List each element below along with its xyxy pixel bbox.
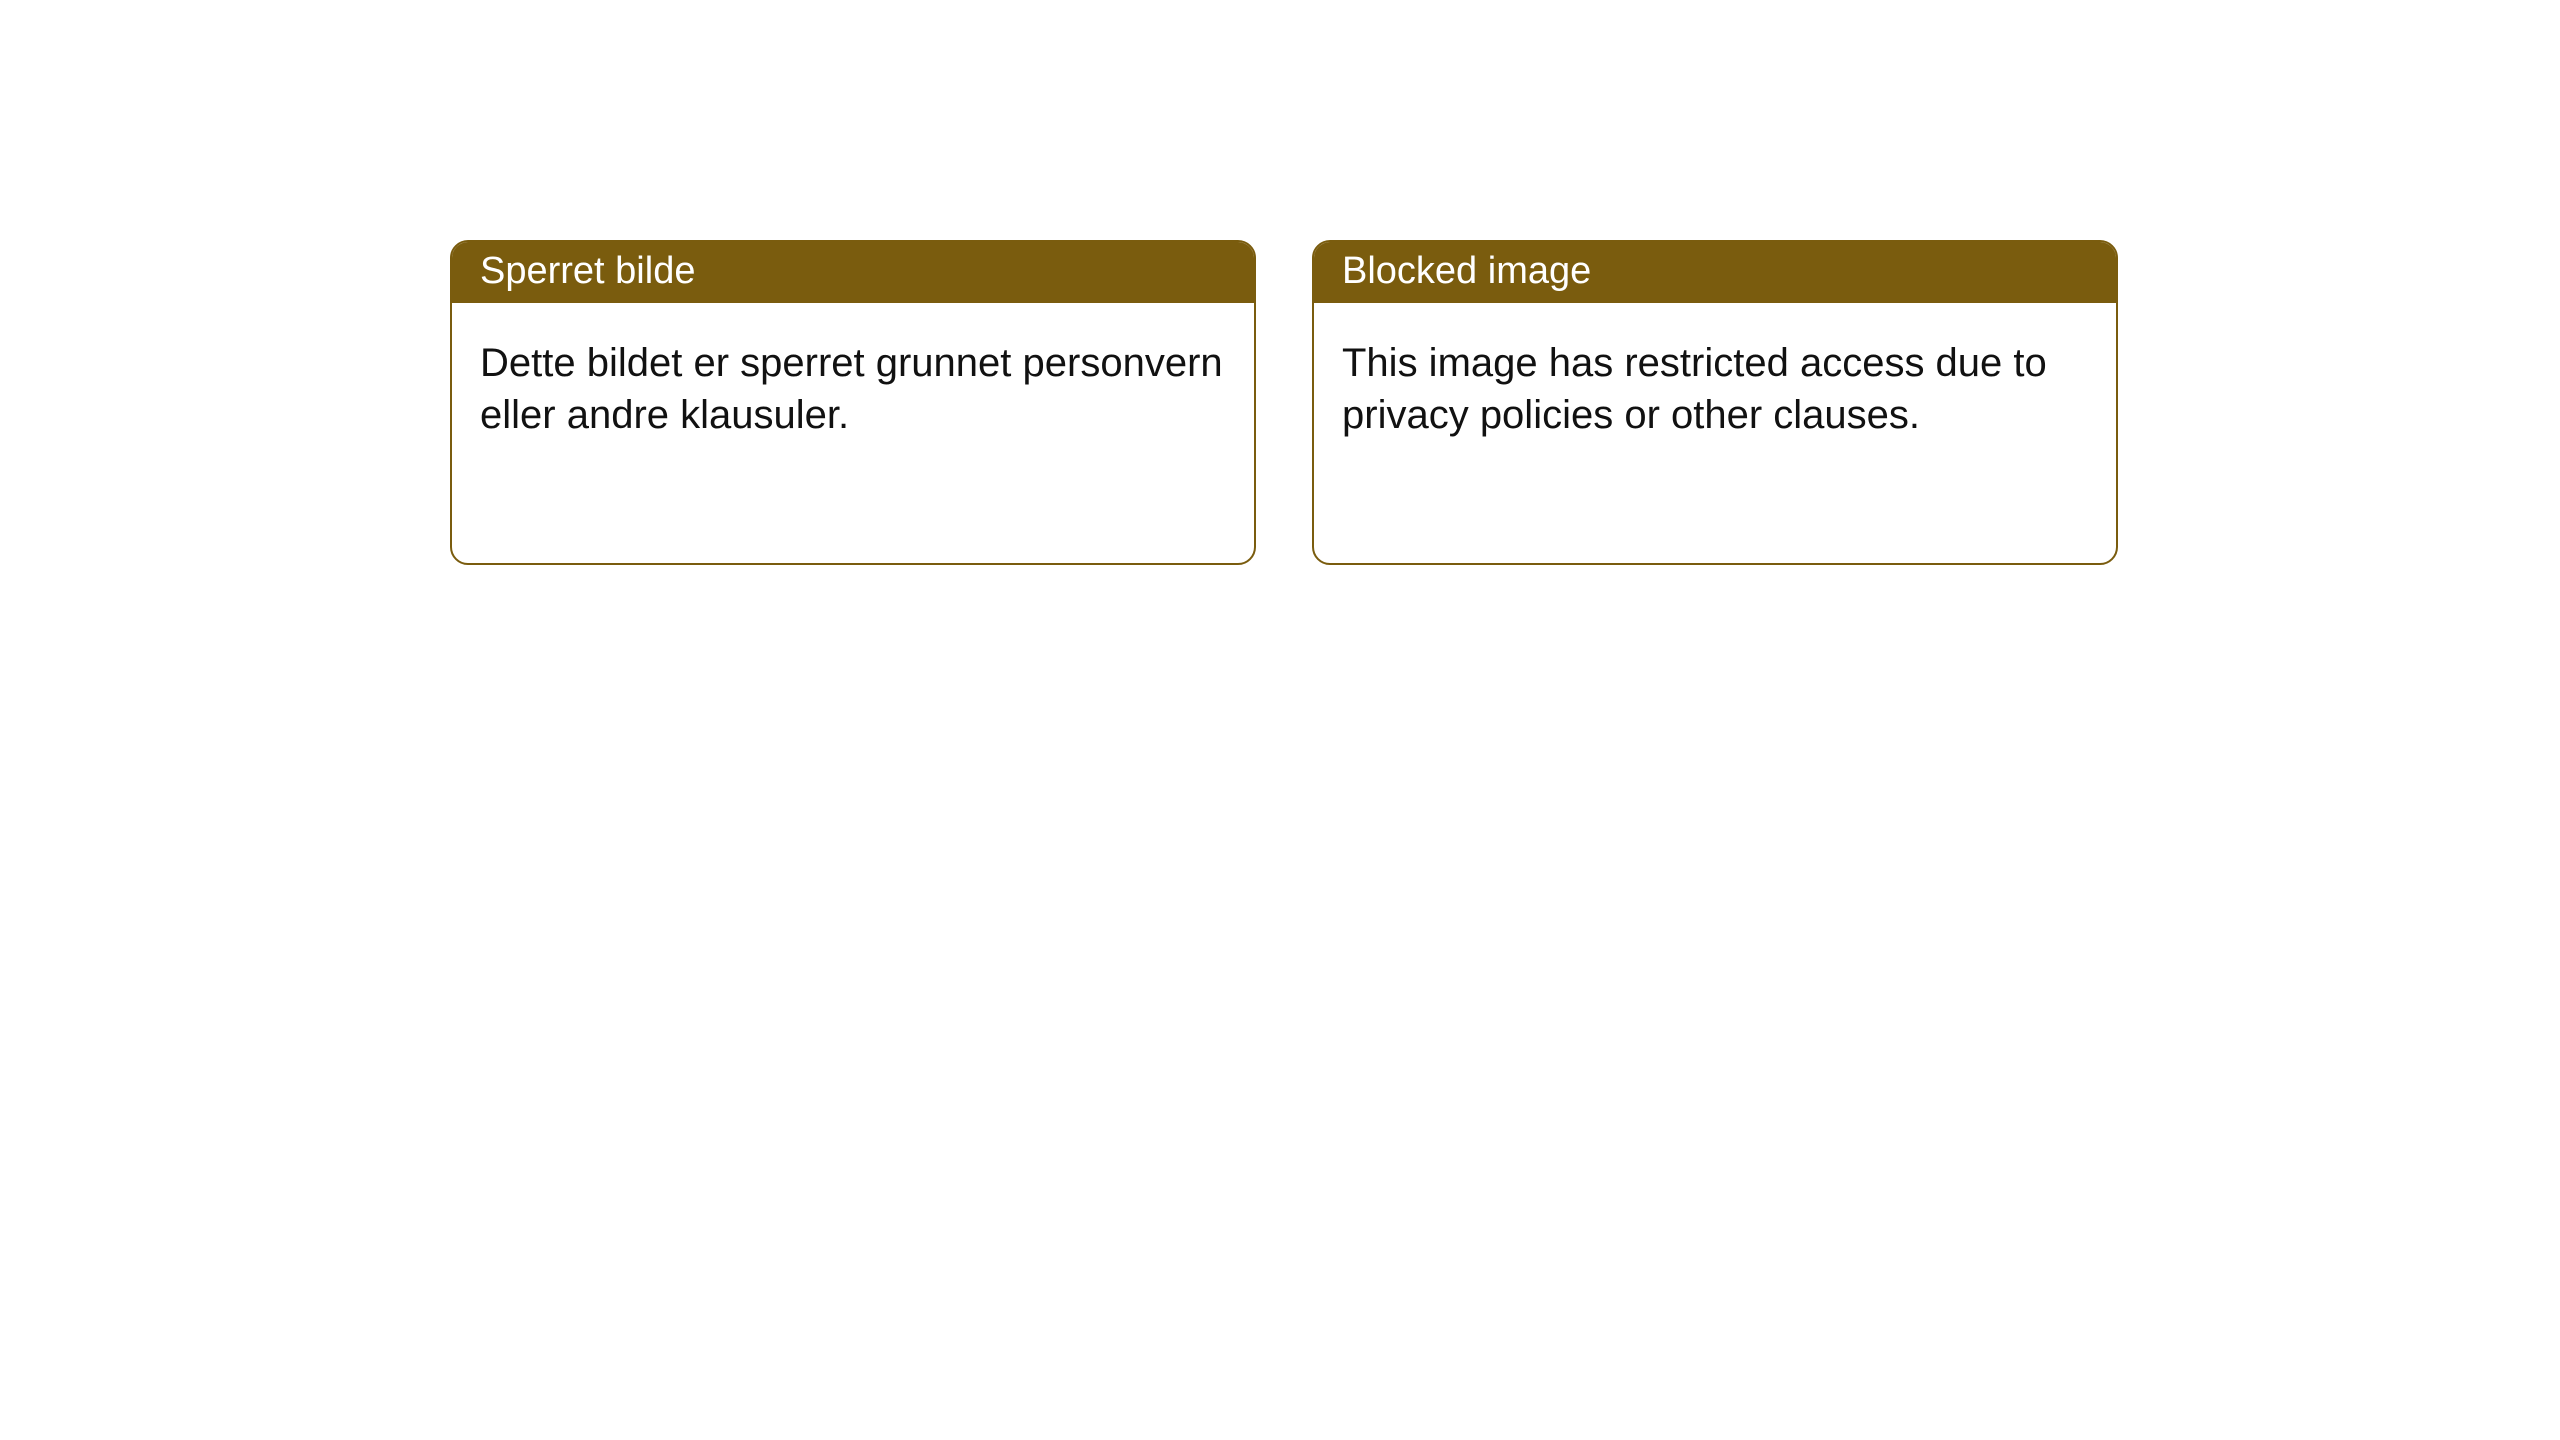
notice-container: Sperret bilde Dette bildet er sperret gr…: [0, 0, 2560, 565]
notice-title: Blocked image: [1314, 242, 2116, 303]
notice-card-english: Blocked image This image has restricted …: [1312, 240, 2118, 565]
notice-card-norwegian: Sperret bilde Dette bildet er sperret gr…: [450, 240, 1256, 565]
notice-title: Sperret bilde: [452, 242, 1254, 303]
notice-body-text: This image has restricted access due to …: [1314, 303, 2116, 563]
notice-body-text: Dette bildet er sperret grunnet personve…: [452, 303, 1254, 563]
